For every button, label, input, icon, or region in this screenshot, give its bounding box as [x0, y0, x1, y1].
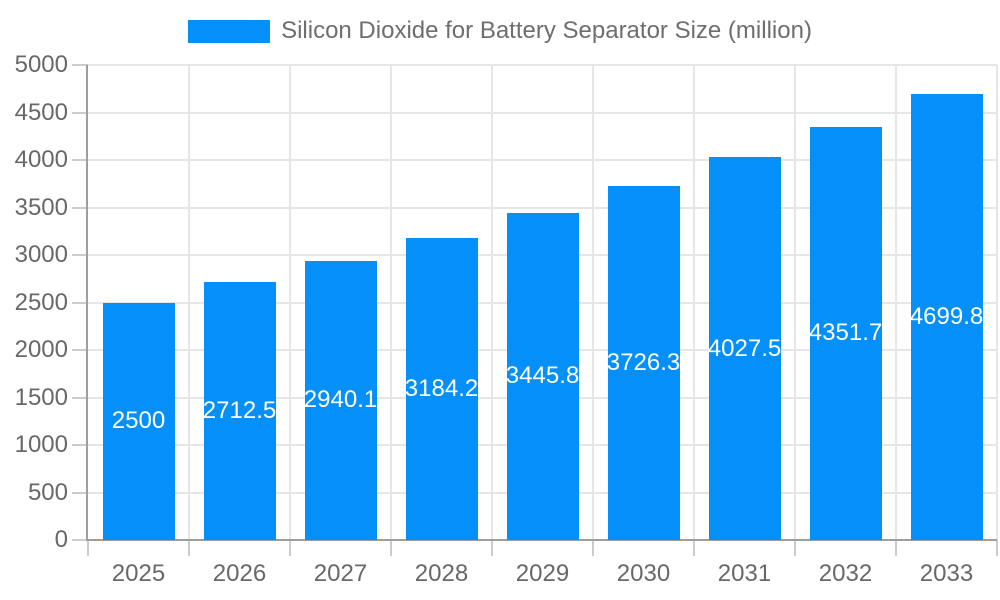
y-axis-tick-label: 1000: [14, 431, 68, 458]
y-axis-tick: [72, 254, 88, 256]
bar: [506, 212, 579, 540]
x-axis-tick-label: 2026: [212, 560, 267, 587]
y-axis-tick-label: 2000: [14, 336, 68, 363]
x-axis-tick-label: 2029: [515, 560, 570, 587]
x-gridline: [491, 65, 493, 540]
y-axis-tick-label: 500: [27, 478, 68, 506]
bar: [203, 282, 276, 540]
x-axis-tick-label: 2033: [919, 560, 974, 587]
y-axis-tick: [72, 539, 88, 541]
bar: [910, 93, 983, 540]
bar-value-label: 3726.3: [606, 349, 681, 376]
x-axis-tick-label: 2030: [616, 560, 671, 587]
x-axis-tick-label: 2028: [414, 560, 469, 587]
x-axis-tick: [895, 540, 897, 556]
y-axis-line: [86, 65, 88, 540]
y-gridline: [88, 111, 997, 114]
y-axis-tick: [72, 111, 88, 114]
y-axis-tick-label: 4500: [14, 98, 68, 126]
bar-value-label: 4699.8: [909, 302, 984, 330]
y-gridline: [88, 64, 997, 66]
y-axis-tick: [72, 64, 88, 66]
y-axis-tick-label: 3500: [14, 193, 68, 221]
x-axis-tick-label: 2032: [818, 560, 873, 587]
x-axis-tick-label: 2031: [717, 560, 772, 587]
x-axis-tick: [390, 540, 392, 556]
y-axis-tick: [72, 301, 88, 304]
bar-value-label: 2500: [111, 407, 166, 435]
y-axis-tick: [72, 159, 88, 161]
chart-legend: Silicon Dioxide for Battery Separator Si…: [0, 17, 1000, 45]
bar-value-label: 2940.1: [303, 386, 378, 414]
x-gridline: [895, 65, 897, 540]
legend-label: Silicon Dioxide for Battery Separator Si…: [281, 17, 812, 44]
x-axis-tick: [87, 540, 89, 556]
bar: [708, 157, 781, 540]
x-gridline: [188, 65, 190, 540]
bar: [405, 237, 478, 540]
y-axis-tick-label: 2500: [14, 288, 68, 316]
x-gridline: [996, 65, 998, 540]
legend-swatch: [188, 19, 271, 43]
y-axis-tick-label: 1500: [14, 383, 68, 411]
bar-value-label: 4027.5: [707, 334, 782, 362]
bar: [809, 126, 882, 540]
x-gridline: [693, 65, 695, 540]
x-gridline: [289, 65, 291, 540]
y-axis-tick: [72, 349, 88, 351]
bar-value-label: 4351.7: [808, 319, 883, 347]
y-axis-tick-label: 0: [54, 526, 68, 553]
bar-value-label: 3184.2: [404, 374, 479, 402]
y-axis-tick: [72, 396, 88, 399]
y-axis-tick-label: 4000: [14, 146, 68, 173]
y-axis-tick-label: 3000: [14, 241, 68, 268]
y-axis-tick: [72, 491, 88, 494]
y-gridline: [88, 159, 997, 161]
x-gridline: [794, 65, 796, 540]
x-axis-tick: [693, 540, 695, 556]
bar: [102, 302, 175, 540]
x-axis-tick: [996, 540, 998, 556]
x-axis-tick: [592, 540, 594, 556]
bar-value-label: 2712.5: [202, 397, 277, 425]
bar-value-label: 3445.8: [505, 362, 580, 390]
x-gridline: [390, 65, 392, 540]
x-axis-tick: [188, 540, 190, 556]
bar: [304, 260, 377, 540]
x-axis-tick: [794, 540, 796, 556]
y-gridline: [88, 206, 997, 209]
bar: [607, 186, 680, 540]
x-axis-tick-label: 2027: [313, 560, 368, 587]
x-axis-tick: [491, 540, 493, 556]
x-axis-tick-label: 2025: [111, 560, 166, 587]
y-axis-tick-label: 5000: [14, 51, 68, 78]
x-gridline: [592, 65, 594, 540]
y-axis-tick: [72, 444, 88, 446]
y-axis-tick: [72, 206, 88, 209]
x-axis-line: [86, 539, 997, 541]
x-axis-tick: [289, 540, 291, 556]
